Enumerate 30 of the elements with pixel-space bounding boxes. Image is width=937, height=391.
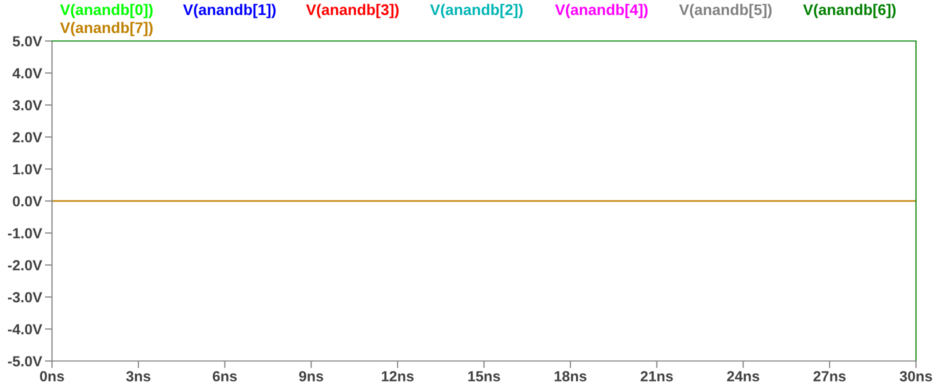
x-tick-label: 15ns <box>468 371 500 382</box>
y-tick-label: -2.0V <box>8 260 42 270</box>
x-tick-label: 18ns <box>554 371 586 382</box>
y-tick-label: -3.0V <box>8 292 42 302</box>
text: V(anandb[7]) <box>60 22 153 36</box>
y-tick-label: -1.0V <box>8 228 42 238</box>
x-tick-label: 12ns <box>382 371 414 382</box>
legend-label: V(anandb[6]) <box>803 4 896 18</box>
x-tick-label: 9ns <box>299 371 324 382</box>
y-tick-label: 1.0V <box>13 164 42 174</box>
y-tick-label: 2.0V <box>12 132 42 142</box>
legend-label: V(anandb[0]) <box>60 4 153 18</box>
y-tick-label: 5.0V <box>12 36 42 46</box>
x-tick-label: 27ns <box>813 371 846 382</box>
legend-label: V(anandb[5]) <box>679 4 772 18</box>
x-tick-label: 6ns <box>212 371 237 382</box>
x-tick-label: 24ns <box>727 371 760 382</box>
legend-label: V(anandb[4]) <box>555 4 648 18</box>
legend-label: V(anandb[2]) <box>430 4 523 18</box>
x-tick-label: 21ns <box>640 371 673 382</box>
y-tick-label: -5.0V <box>8 356 42 366</box>
x-tick-label: 0ns <box>40 371 64 382</box>
x-tick-label: 30ns <box>900 371 932 382</box>
legend-label: V(anandb[3]) <box>306 4 399 18</box>
y-tick-label: -4.0V <box>8 324 42 334</box>
x-tick-label: 3ns <box>126 371 150 382</box>
y-tick-label: 0.0V <box>12 196 42 206</box>
legend-label: V(anandb[1]) <box>183 4 276 18</box>
y-tick-label: 3.0V <box>12 100 42 110</box>
y-tick-label: 4.0V <box>12 68 42 78</box>
